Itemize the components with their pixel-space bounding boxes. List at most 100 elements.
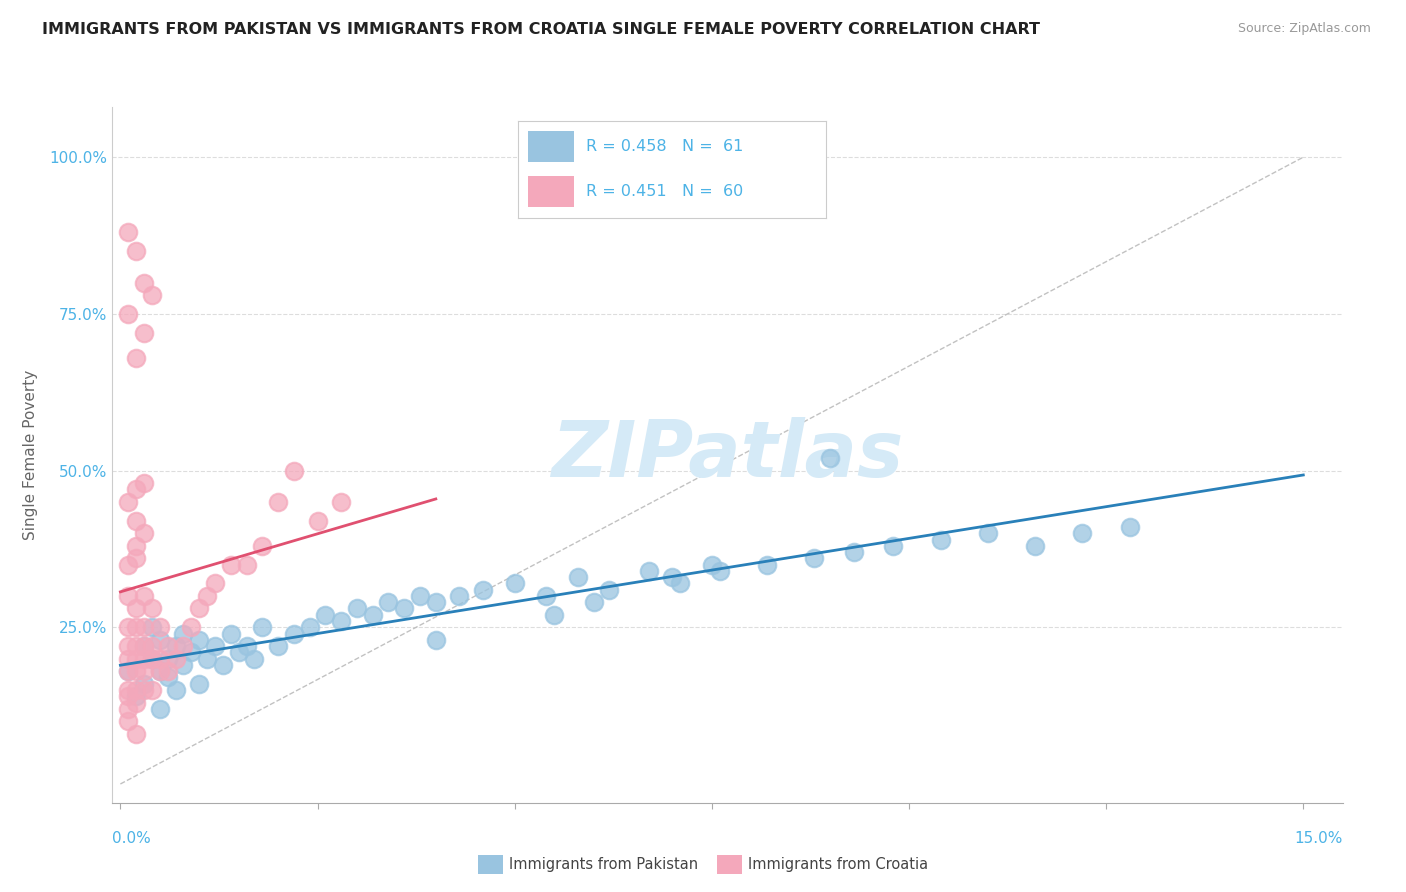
Bar <box>527 131 574 161</box>
Text: Immigrants from Pakistan: Immigrants from Pakistan <box>509 857 699 871</box>
Point <box>117 714 139 729</box>
Point <box>117 664 139 678</box>
Point <box>195 589 218 603</box>
Point <box>219 626 242 640</box>
Point <box>165 651 187 665</box>
Point <box>156 664 179 678</box>
Point <box>132 664 155 678</box>
Text: R = 0.451   N =  60: R = 0.451 N = 60 <box>586 184 744 199</box>
Point <box>117 664 139 678</box>
Point <box>709 564 731 578</box>
Point <box>842 545 865 559</box>
Point <box>125 483 148 497</box>
Bar <box>527 176 574 207</box>
Point <box>425 632 447 647</box>
Point <box>977 526 1000 541</box>
Point <box>156 639 179 653</box>
Point <box>543 607 565 622</box>
Point <box>125 696 148 710</box>
Point <box>132 676 155 690</box>
Point <box>882 539 904 553</box>
Point <box>180 620 202 634</box>
Point <box>180 645 202 659</box>
Point <box>204 576 226 591</box>
Point <box>235 639 257 653</box>
Point <box>314 607 336 622</box>
Text: ZIPatlas: ZIPatlas <box>551 417 904 493</box>
Point <box>172 657 194 672</box>
Point <box>661 570 683 584</box>
Text: IMMIGRANTS FROM PAKISTAN VS IMMIGRANTS FROM CROATIA SINGLE FEMALE POVERTY CORREL: IMMIGRANTS FROM PAKISTAN VS IMMIGRANTS F… <box>42 22 1040 37</box>
Point <box>125 539 148 553</box>
Point <box>117 307 139 321</box>
Point <box>818 451 841 466</box>
Point <box>141 683 163 698</box>
Point <box>283 464 305 478</box>
Point <box>449 589 471 603</box>
Point <box>212 657 235 672</box>
Point <box>172 639 194 653</box>
Point <box>117 702 139 716</box>
Point <box>125 683 148 698</box>
Point <box>125 727 148 741</box>
Point <box>132 651 155 665</box>
Point <box>125 351 148 365</box>
Point <box>149 664 172 678</box>
Point <box>1024 539 1046 553</box>
Point <box>117 620 139 634</box>
Point <box>637 564 659 578</box>
Point <box>252 539 274 553</box>
Text: R = 0.458   N =  61: R = 0.458 N = 61 <box>586 139 744 153</box>
Point <box>472 582 495 597</box>
Point <box>132 620 155 634</box>
Point <box>235 558 257 572</box>
Point <box>125 639 148 653</box>
Point <box>117 690 139 704</box>
Point <box>132 683 155 698</box>
Point <box>803 551 825 566</box>
Point <box>132 276 155 290</box>
Point <box>141 601 163 615</box>
Point <box>188 632 211 647</box>
Point <box>228 645 250 659</box>
Point <box>149 651 172 665</box>
Point <box>582 595 605 609</box>
Point <box>243 651 266 665</box>
Point <box>125 651 148 665</box>
Point <box>330 614 353 628</box>
Point <box>125 551 148 566</box>
Point <box>377 595 399 609</box>
Point <box>283 626 305 640</box>
Point <box>141 288 163 302</box>
Point <box>156 670 179 684</box>
Point <box>669 576 692 591</box>
Point <box>219 558 242 572</box>
Point <box>141 639 163 653</box>
Point <box>117 495 139 509</box>
Point <box>141 620 163 634</box>
Point <box>1119 520 1142 534</box>
Point <box>141 651 163 665</box>
Point <box>165 683 187 698</box>
Point <box>267 639 290 653</box>
Point <box>125 620 148 634</box>
Point <box>149 664 172 678</box>
Point <box>149 620 172 634</box>
Point <box>567 570 589 584</box>
Point <box>188 601 211 615</box>
Point <box>132 589 155 603</box>
Point <box>125 244 148 259</box>
Point <box>700 558 723 572</box>
Point <box>346 601 368 615</box>
Point <box>188 676 211 690</box>
Point <box>1071 526 1094 541</box>
Point <box>125 514 148 528</box>
Point <box>409 589 432 603</box>
Point <box>117 683 139 698</box>
Point <box>252 620 274 634</box>
Point <box>929 533 952 547</box>
Text: 15.0%: 15.0% <box>1295 831 1343 847</box>
Y-axis label: Single Female Poverty: Single Female Poverty <box>22 370 38 540</box>
Point <box>117 639 139 653</box>
Point <box>141 651 163 665</box>
